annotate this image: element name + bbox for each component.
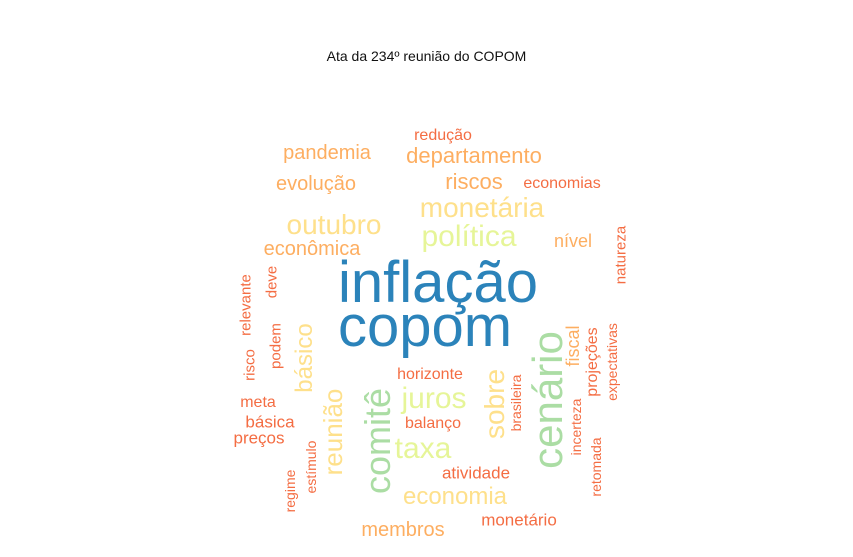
chart-title: Ata da 234º reunião do COPOM: [326, 48, 527, 64]
cloud-word: podem: [267, 323, 285, 369]
cloud-word: departamento: [406, 143, 542, 168]
cloud-word: outubro: [286, 209, 382, 240]
cloud-word: natureza: [612, 225, 630, 285]
cloud-word: meta: [240, 394, 276, 411]
cloud-word: regime: [282, 469, 298, 513]
cloud-word: economia: [402, 483, 508, 510]
cloud-word: balanço: [404, 415, 462, 432]
cloud-word: horizonte: [397, 366, 463, 383]
cloud-word: relevante: [237, 274, 255, 336]
cloud-word: estímulo: [303, 440, 319, 494]
cloud-word: reunião: [318, 388, 348, 476]
cloud-word: projeções: [584, 327, 601, 397]
cloud-word: nível: [553, 231, 593, 251]
cloud-word: economias: [523, 175, 601, 192]
cloud-word: riscos: [445, 169, 503, 194]
cloud-word: atividade: [441, 463, 511, 483]
cloud-word: fiscal: [563, 325, 583, 367]
cloud-word: taxa: [394, 432, 452, 465]
cloud-word: preços: [233, 428, 285, 448]
cloud-word: brasileira: [508, 374, 524, 432]
cloud-word: redução: [414, 127, 472, 144]
cloud-word: expectativas: [604, 323, 620, 401]
cloud-word: comitê: [357, 387, 398, 495]
cloud-word: básico: [291, 323, 318, 393]
cloud-word: evolução: [275, 173, 357, 195]
cloud-word: monetária: [419, 192, 545, 223]
cloud-word: monetário: [481, 510, 557, 530]
cloud-word: básica: [245, 412, 295, 432]
cloud-word: incerteza: [568, 398, 584, 456]
cloud-word: inflação: [338, 250, 538, 315]
cloud-word: juros: [401, 382, 467, 415]
cloud-word: política: [421, 220, 517, 253]
cloud-word: copom: [337, 294, 513, 359]
cloud-word: membros: [361, 519, 445, 541]
cloud-word: retomada: [588, 437, 604, 497]
cloud-word: pandemia: [283, 142, 371, 164]
cloud-word: sobre: [479, 368, 510, 440]
cloud-word: econômica: [263, 238, 361, 260]
cloud-word: deve: [263, 265, 281, 299]
cloud-word: risco: [241, 349, 259, 381]
